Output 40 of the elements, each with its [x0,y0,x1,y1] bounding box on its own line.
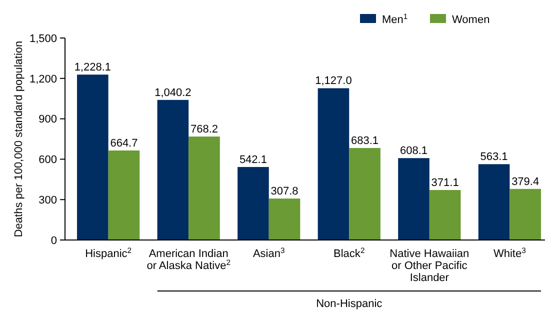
data-label: 563.1 [480,151,508,164]
bar [268,198,300,240]
data-label: 1,127.0 [315,75,352,88]
bar [188,136,220,240]
y-tick-label: 600 [38,154,57,166]
x-tick-label: Asian$^{3}$ [252,246,285,260]
data-label: 768.2 [190,124,218,136]
y-tick-label: 1,500 [29,32,57,45]
x-tick-label: Black$^{2}$ [334,246,365,260]
bar [349,148,380,240]
bar [77,74,108,240]
x-tick-label: American Indian or Alaska Native$^{2}$ [146,248,230,272]
text: Non-Hispanic [316,298,383,310]
bar [398,158,430,240]
x-tick-label: Native Hawaiian or Other Pacific Islander [390,248,470,284]
y-tick-label: 300 [38,194,57,206]
y-axis-title: Deaths per 100,000 standard population [13,40,25,238]
data-label: 307.8 [270,186,298,198]
data-label: 1,228.1 [74,62,112,74]
bar [157,100,189,240]
x-tick-label: Hispanic$^{2}$ [85,246,132,260]
data-label: 1,040.2 [154,86,192,99]
legend-label: Women [452,14,490,26]
data-label: 379.4 [512,176,540,188]
x-tick-label: White$^{3}$ [493,246,526,260]
bar [318,88,350,240]
data-label: 371.1 [431,177,459,190]
data-label: 608.1 [400,145,428,158]
y-tick-label: 0 [50,234,57,247]
bar [108,150,140,240]
y-tick-label: 900 [38,114,57,126]
data-label: 683.1 [351,135,379,148]
bar [429,190,461,240]
bar [478,164,510,240]
legend-label: Men$^{1}$ [382,12,408,26]
y-tick-label: 1,200 [29,73,57,86]
bar [238,166,269,240]
data-label: 664.7 [110,137,138,150]
data-label: 542.1 [239,154,267,166]
bar [510,188,541,240]
